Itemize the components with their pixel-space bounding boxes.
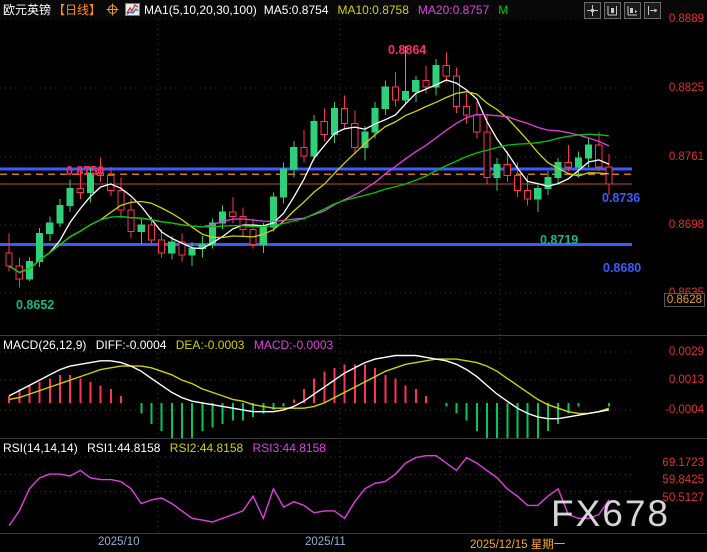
ma20-value: MA20:0.8757 [417,2,490,17]
price-axis-label: 0.8825 [668,82,704,95]
rsi2-value: RSI2:44.8158 [169,441,244,455]
date-tick-2025-11: 2025/11 [305,536,346,548]
support-label-0-8680: 0.8680 [603,261,642,276]
last-price-label: 0.8628 [663,293,705,308]
symbol-name: 欧元英镑 [3,3,52,17]
price-axis-label: 0.8761 [668,151,704,164]
rsi-axis-label: 69.1723 [662,457,704,470]
current-label-0-8736: 0.8736 [602,191,641,205]
low-label-0-8652: 0.8652 [16,297,55,312]
resistance-label-0-8750: 0.8750 [66,163,105,178]
rsi-plot-area[interactable] [0,439,632,534]
date-tick-current: 2025/12/15 星期一 [470,539,566,551]
crosshair-move-button[interactable] [584,2,601,19]
indicator-chart-icon[interactable] [125,3,141,16]
rsi-axis-label: 50.5127 [662,491,704,504]
ma10-value: MA10:0.8758 [337,2,409,17]
price-axis-label: 0.8698 [668,218,704,231]
ma5-value: MA5:0.8754 [263,2,329,17]
macd-dea-value: DEA:-0.0003 [175,338,245,352]
watermark: FX678 [551,493,671,534]
chart-toolbar [584,2,661,19]
date-axis: 2025/10 2025/11 2025/12/15 星期一 [0,533,707,552]
crosshair-globe-icon[interactable] [106,3,119,16]
macd-plot-area[interactable] [0,336,632,439]
shift-right-button[interactable] [644,2,661,19]
price-axis-label: 0.8889 [668,13,704,25]
ma-config-label: MA1(5,10,20,30,100) [144,2,257,17]
rsi1-value: RSI1:44.8158 [87,441,161,455]
date-tick-2025-10: 2025/10 [98,536,140,548]
price-plot-area[interactable] [0,19,632,335]
rsi-axis-label: 59.8425 [662,474,704,487]
macd-macd-value: MACD:-0.0003 [253,338,334,352]
zoom-out-button[interactable] [624,2,641,19]
ma100-label-0-8719: 0.8719 [540,233,579,248]
chart-header: 欧元英镑 【日线】 MA1(5,10,20,30,100) MA5:0.8754… [0,0,707,19]
high-label-0-8864: 0.8864 [388,42,427,57]
macd-diff-value: DIFF:-0.0004 [95,338,167,352]
macd-axis-label: -0.0004 [664,403,704,416]
rsi-indicator-name: RSI(14,14,14) [3,441,78,455]
rsi-pane[interactable]: RSI(14,14,14) RSI1:44.8158 RSI2:44.8158 … [0,438,707,534]
rsi-scale: 69.1723 59.8425 50.5127 [632,439,707,534]
macd-scale: 0.0029 0.0013 -0.0004 [632,336,707,439]
zoom-in-button[interactable] [604,2,621,19]
macd-axis-label: 0.0029 [668,346,704,359]
macd-indicator-name: MACD(26,12,9) [3,338,87,352]
ma30-value: M [498,2,509,17]
period-label: 【日线】 [53,3,102,17]
macd-pane[interactable]: MACD(26,12,9) DIFF:-0.0004 DEA:-0.0003 M… [0,335,707,439]
macd-axis-label: 0.0013 [668,374,704,387]
rsi3-value: RSI3:44.8158 [252,441,326,455]
macd-title: MACD(26,12,9) DIFF:-0.0004 DEA:-0.0003 M… [3,338,333,352]
rsi-title: RSI(14,14,14) RSI1:44.8158 RSI2:44.8158 … [3,441,326,455]
